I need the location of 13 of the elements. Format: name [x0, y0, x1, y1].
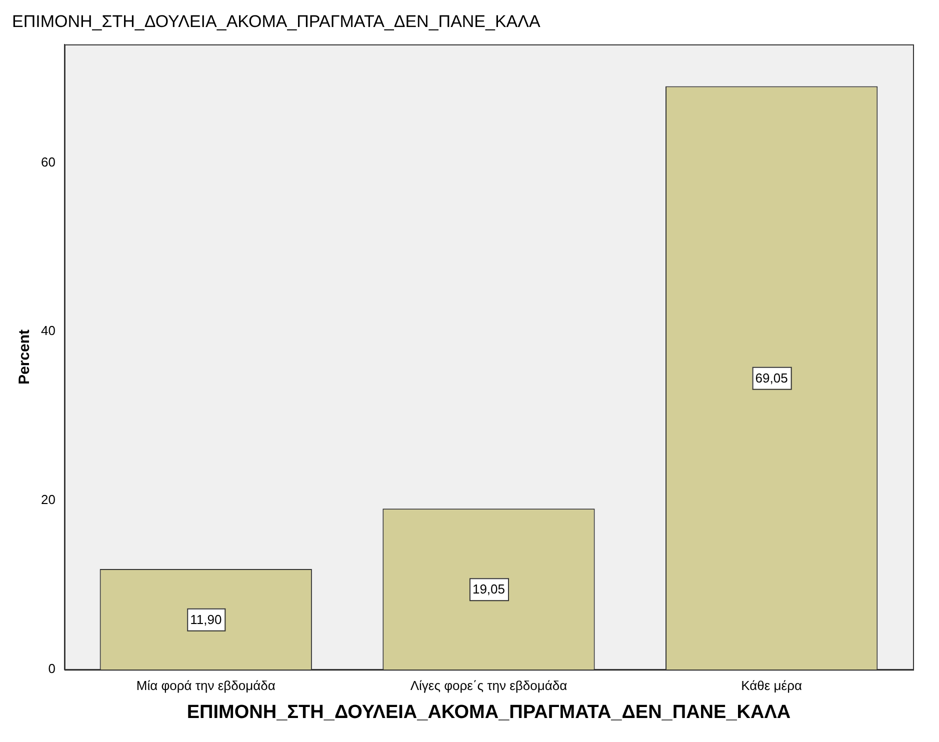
x-axis-title: ΕΠΙΜΟΝΗ_ΣΤΗ_ΔΟΥΛΕΙΑ_ΑΚΟΜΑ_ΠΡΑΓΜΑΤΑ_ΔΕΝ_ΠΑΝΕ_ΚΑΛΑ — [186, 702, 791, 723]
x-tick-label: Κάθε μέρα — [741, 678, 802, 693]
x-tick-label: Μία φορά την εβδομάδα — [136, 678, 276, 693]
y-tick-label: 60 — [40, 154, 56, 170]
data-label: 69,05 — [755, 370, 788, 386]
y-tick-label: 0 — [48, 661, 56, 676]
data-label: 11,90 — [190, 612, 222, 627]
x-tick-label: Λίγες φορε΄ς την εβδομάδα — [410, 678, 568, 693]
y-axis-title: Percent — [16, 329, 34, 385]
data-label: 19,05 — [472, 582, 506, 597]
chart-title: ΕΠΙΜΟΝΗ_ΣΤΗ_ΔΟΥΛΕΙΑ_ΑΚΟΜΑ_ΠΡΑΓΜΑΤΑ_ΔΕΝ_ΠΑΝΕ_ΚΑΛΑ — [12, 12, 542, 31]
y-tick-label: 40 — [40, 323, 56, 338]
y-tick-label: 20 — [40, 492, 56, 508]
